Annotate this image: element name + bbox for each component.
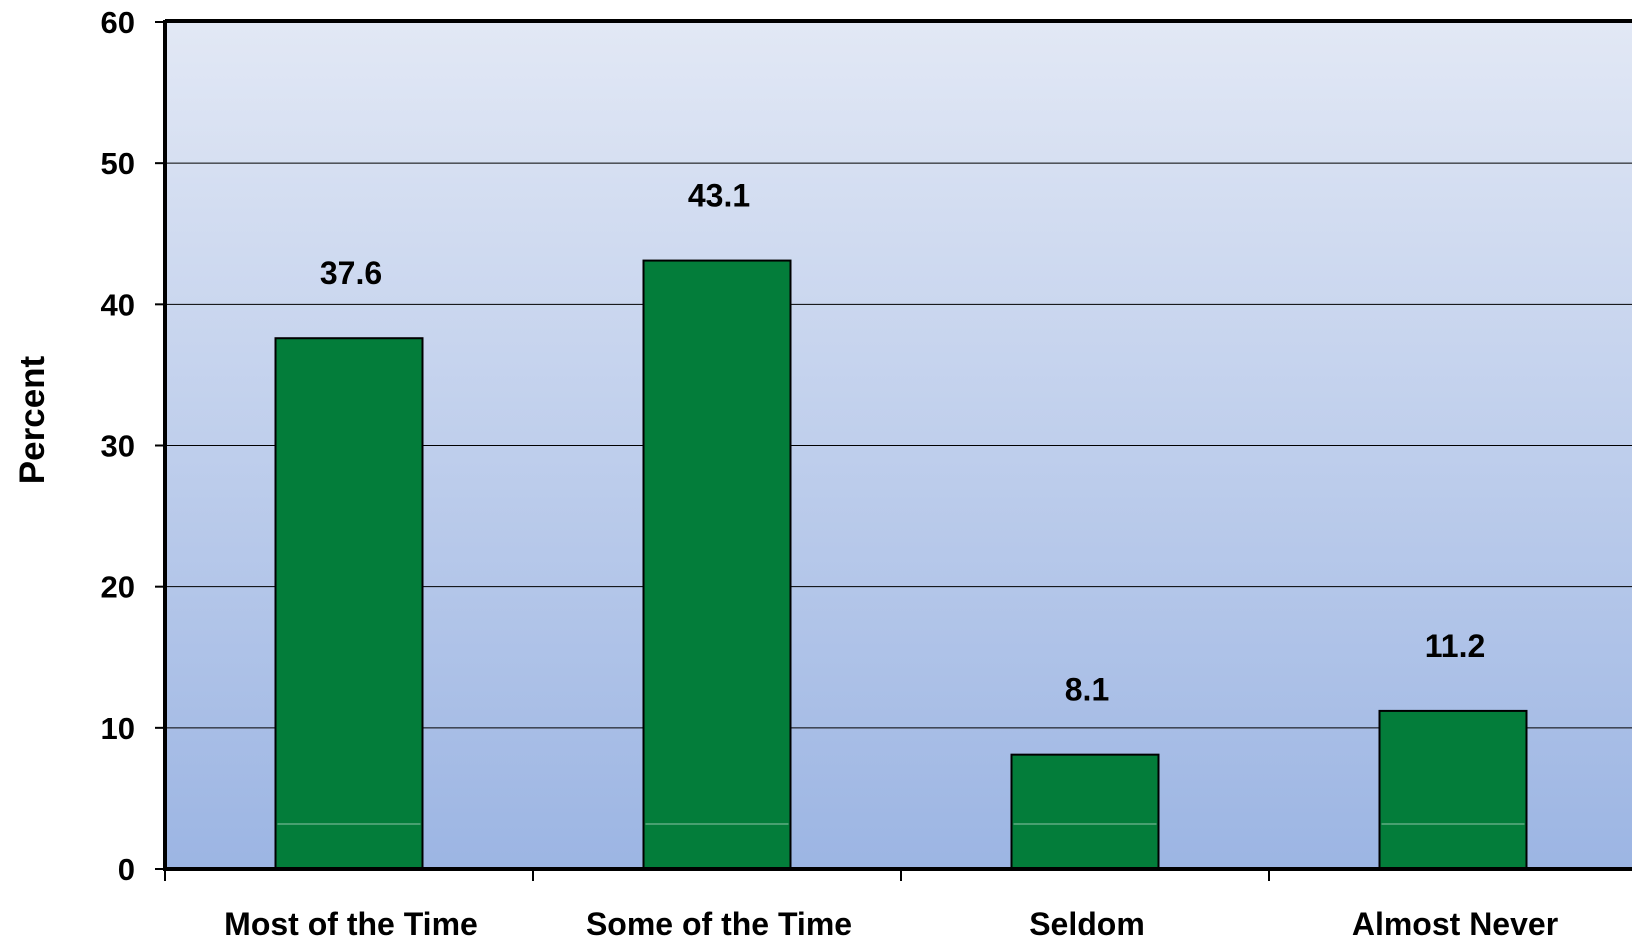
y-tick-label: 30 [101, 429, 135, 464]
x-category-label: Some of the Time [586, 906, 852, 942]
bar [274, 337, 424, 871]
data-label: 37.6 [320, 255, 382, 291]
y-axis-title: Percent [13, 355, 52, 484]
y-tick-label: 60 [101, 5, 135, 40]
axes [155, 19, 1632, 881]
bar [642, 259, 792, 870]
data-label: 11.2 [1425, 628, 1486, 664]
x-category-label: Most of the Time [224, 906, 478, 942]
x-category-label: Almost Never [1352, 906, 1558, 942]
data-label: 43.1 [688, 178, 750, 214]
y-tick-label: 20 [101, 570, 135, 605]
y-tick-label: 0 [118, 852, 135, 887]
data-label: 8.1 [1065, 672, 1109, 708]
y-tick-label: 10 [101, 711, 135, 746]
labels: 0 10 20 30 40 50 60 37.6 Most of the Time 43.1 Som… [101, 5, 1559, 942]
bars [274, 259, 1528, 871]
x-category-label: Seldom [1029, 906, 1145, 942]
bar [1010, 753, 1160, 871]
y-tick-label: 40 [101, 287, 135, 322]
bar [1378, 709, 1528, 870]
y-tick-label: 50 [101, 146, 135, 181]
